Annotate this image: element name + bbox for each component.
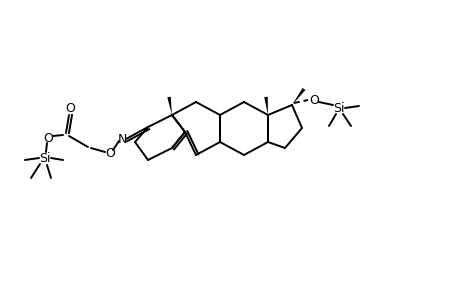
Text: Si: Si xyxy=(332,101,344,115)
Polygon shape xyxy=(291,88,305,105)
Text: O: O xyxy=(308,94,318,106)
Polygon shape xyxy=(167,97,172,115)
Text: Si: Si xyxy=(39,152,50,164)
Text: O: O xyxy=(105,146,115,160)
Text: O: O xyxy=(43,131,53,145)
Text: N: N xyxy=(117,133,126,146)
Text: O: O xyxy=(65,101,75,115)
Polygon shape xyxy=(263,97,268,115)
